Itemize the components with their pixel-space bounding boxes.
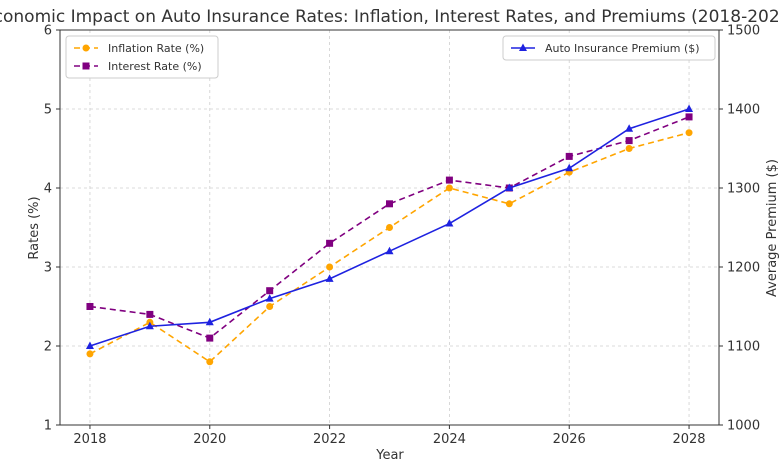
y-tick-label: 5 <box>44 103 52 118</box>
data-point <box>326 239 334 247</box>
chart-title: Economic Impact on Auto Insurance Rates:… <box>0 7 780 27</box>
data-point <box>265 294 274 302</box>
data-point <box>386 200 393 208</box>
x-tick-label: 2018 <box>73 432 106 447</box>
x-tick-label: 2026 <box>553 432 586 447</box>
legend-label: Inflation Rate (%) <box>108 42 204 55</box>
y-tick-label: 2 <box>44 340 52 355</box>
x-tick-label: 2020 <box>193 432 226 447</box>
x-tick-label: 2028 <box>672 432 705 447</box>
data-point <box>445 219 454 227</box>
data-point <box>266 287 274 295</box>
data-point <box>206 334 214 342</box>
y-tick-label: 4 <box>44 182 52 197</box>
y-tick-label: 3 <box>44 261 52 276</box>
legend-marker <box>82 44 90 52</box>
y2-tick-label: 1500 <box>727 24 760 39</box>
legend-left: Inflation Rate (%) Interest Rate (%) <box>65 35 219 79</box>
legend-marker <box>519 43 527 51</box>
y2-axis-title: Average Premium ($) <box>765 159 780 297</box>
y2-tick-label: 1100 <box>727 340 760 355</box>
data-point <box>266 303 274 310</box>
data-point <box>145 321 154 330</box>
legend-label: Interest Rate (%) <box>108 60 202 73</box>
data-point <box>445 176 453 184</box>
y2-tick-label: 1400 <box>727 103 760 118</box>
data-point <box>205 317 214 326</box>
x-axis-title: Year <box>375 448 404 463</box>
x-tick-label: 2024 <box>433 432 466 447</box>
y-tick-label: 6 <box>44 24 52 39</box>
data-point <box>625 124 634 132</box>
series-0 <box>86 129 693 366</box>
data-point <box>385 246 394 255</box>
axes: 2018 2020 2022 2024 2026 2028 1 2 3 4 5 6 1000 1100 12… <box>44 24 760 448</box>
data-point <box>685 113 693 121</box>
data-point <box>625 137 633 145</box>
data-point <box>85 341 94 349</box>
series-layer <box>85 104 694 366</box>
data-point <box>386 224 393 231</box>
y-tick-label: 1 <box>44 419 52 434</box>
plot-frame <box>59 29 720 426</box>
data-point <box>565 163 574 172</box>
data-point <box>505 183 514 191</box>
data-point <box>146 310 154 318</box>
legend-box <box>502 35 716 61</box>
y2-tick-label: 1200 <box>727 261 760 276</box>
legend-marker <box>82 62 90 70</box>
data-point <box>445 184 453 192</box>
data-point <box>685 104 694 112</box>
x-tick-label: 2022 <box>313 432 346 447</box>
data-point <box>685 129 693 137</box>
data-point <box>86 303 94 310</box>
y2-tick-label: 1000 <box>727 419 760 434</box>
data-point <box>326 263 334 271</box>
legend-box <box>65 35 219 79</box>
series-2 <box>85 104 694 349</box>
y-axis-title: Rates (%) <box>27 196 42 259</box>
series-line <box>89 116 690 340</box>
legend-label: Auto Insurance Premium ($) <box>545 42 700 55</box>
legend-right: Auto Insurance Premium ($) <box>502 35 716 61</box>
data-point <box>565 152 573 160</box>
data-point <box>505 200 513 208</box>
data-point <box>86 350 94 358</box>
data-point <box>625 145 633 152</box>
data-point <box>325 274 334 282</box>
data-point <box>206 358 214 366</box>
y2-tick-label: 1300 <box>727 182 760 197</box>
